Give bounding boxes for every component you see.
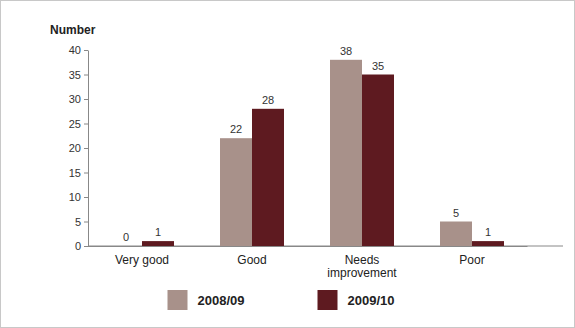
data-label: 5: [453, 207, 459, 219]
y-tick: 15: [69, 167, 88, 179]
y-tick-mark: [84, 222, 88, 223]
bar: [220, 138, 252, 246]
y-tick: 0: [75, 240, 88, 252]
x-tick: Needsimprovement: [327, 246, 397, 280]
data-label: 1: [485, 226, 491, 238]
y-tick-label: 30: [69, 93, 81, 105]
x-tick-label: Good: [237, 253, 266, 267]
bar: [110, 246, 142, 247]
y-tick-label: 15: [69, 167, 81, 179]
bar: [142, 241, 174, 246]
y-tick-mark: [84, 124, 88, 125]
bar: [440, 222, 472, 247]
y-tick-label: 10: [69, 191, 81, 203]
x-tick-label: Needsimprovement: [327, 253, 397, 280]
y-tick-label: 35: [69, 69, 81, 81]
y-tick-label: 20: [69, 142, 81, 154]
y-tick-mark: [84, 148, 88, 149]
bar: [330, 60, 362, 246]
y-tick: 20: [69, 142, 88, 154]
chart: 0510152025303540NumberVery goodGoodNeeds…: [0, 0, 575, 328]
y-tick-mark: [84, 50, 88, 51]
y-tick: 30: [69, 93, 88, 105]
frame: [1, 1, 575, 328]
data-label: 35: [372, 60, 384, 72]
legend: 2008/09 2009/10: [168, 290, 395, 310]
y-tick-label: 5: [75, 216, 81, 228]
y-tick-label: 0: [75, 240, 81, 252]
bar: [252, 109, 284, 246]
data-label: 38: [340, 45, 352, 57]
bar: [472, 241, 504, 246]
legend-label: 2009/10: [348, 293, 395, 308]
y-axis-line: [88, 51, 89, 247]
y-tick-mark: [84, 197, 88, 198]
y-tick-label: 40: [69, 44, 81, 56]
y-axis: 0 5 10 15 20 25 30 35 40: [69, 44, 89, 252]
y-tick: 40: [69, 44, 88, 56]
y-tick: 10: [69, 191, 88, 203]
data-labels: 0 22 38 5 1 28 35 1: [123, 45, 491, 243]
data-label: 28: [262, 94, 274, 106]
y-tick-mark: [84, 99, 88, 100]
x-tick-label: Very good: [115, 253, 169, 267]
data-label: 0: [123, 231, 129, 243]
y-tick: 35: [69, 69, 88, 81]
bars: [142, 60, 504, 246]
x-tick: Poor: [459, 246, 484, 267]
x-axis: Very good Good Needsimprovement Poor: [88, 246, 528, 280]
y-axis-title: Number: [50, 23, 96, 37]
y-tick: 5: [75, 216, 88, 228]
y-tick-mark: [84, 75, 88, 76]
x-tick: Very good: [115, 246, 169, 267]
legend-swatch: [168, 290, 188, 310]
bar: [362, 75, 394, 247]
x-tick-label: Poor: [459, 253, 484, 267]
y-tick-mark: [84, 173, 88, 174]
legend-label: 2008/09: [198, 293, 245, 308]
y-tick: 25: [69, 118, 88, 130]
data-label: 1: [155, 226, 161, 238]
y-tick-mark: [84, 246, 88, 247]
data-label: 22: [230, 123, 242, 135]
y-tick-label: 25: [69, 118, 81, 130]
legend-swatch: [318, 290, 338, 310]
x-tick: Good: [237, 246, 266, 267]
